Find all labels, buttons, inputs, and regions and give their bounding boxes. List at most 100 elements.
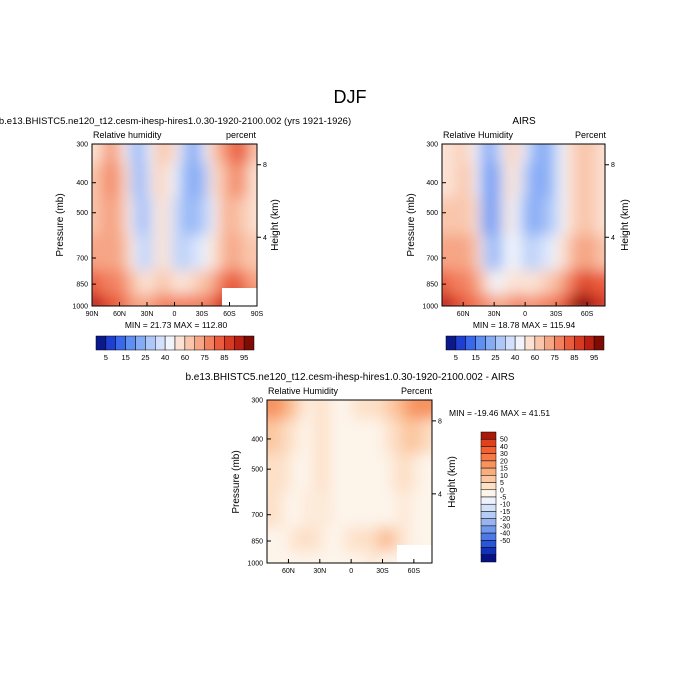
pressure-tick-label: 400 [76, 180, 88, 187]
heatmap-cell [400, 491, 409, 529]
heatmap-cell [376, 418, 386, 455]
heatmap-cell [588, 162, 598, 199]
latitude-tick-label: 90N [86, 311, 99, 318]
colorbar-swatch [480, 475, 497, 483]
heatmap-cell [154, 234, 164, 272]
heatmap-cell [107, 197, 117, 236]
colorbar-label: 5 [104, 353, 108, 362]
heatmap-cell [138, 234, 148, 272]
heatmap-cell [240, 162, 250, 199]
pressure-tick-label: 1000 [72, 304, 88, 311]
heatmap-cell [565, 197, 575, 236]
heatmap-cell [407, 400, 417, 420]
heatmap-cell [225, 197, 234, 236]
heatmap-cell [480, 197, 490, 236]
heatmap-cell [138, 197, 148, 236]
heatmap-cell [337, 400, 347, 420]
heatmap-cell [596, 234, 605, 272]
heatmap-cell [392, 527, 402, 553]
heatmap-cell [162, 234, 172, 272]
heatmap-cell [345, 491, 354, 529]
heatmap-cell [511, 162, 521, 199]
heatmap-cell [282, 400, 292, 420]
heatmap-cell [442, 270, 451, 296]
panel-model-left-label: Relative humidity [93, 130, 162, 140]
heatmap-cell [267, 418, 276, 455]
heatmap-cell [488, 197, 497, 236]
heatmap-cell [297, 551, 307, 563]
heatmap-cell [99, 294, 109, 306]
heatmap-cell [248, 197, 257, 236]
heatmap-cell [130, 294, 140, 306]
heatmap-cell [282, 491, 292, 529]
heatmap-cell [337, 551, 347, 563]
heatmap-cell [209, 162, 219, 199]
heatmap-cell [282, 418, 292, 455]
heatmap-cell [282, 453, 292, 493]
heatmap-cell [480, 294, 490, 306]
heatmap-cell [588, 234, 598, 272]
height-tick-label: 8 [263, 162, 267, 169]
latitude-tick-label: 0 [349, 568, 353, 575]
heatmap-cell [345, 418, 354, 455]
heatmap-cell [480, 144, 490, 164]
heatmap-cell [240, 144, 250, 164]
pressure-tick-label: 850 [426, 282, 438, 289]
heatmap-cell [329, 453, 339, 493]
latitude-tick-label: 0 [173, 311, 177, 318]
heatmap-cell [519, 162, 528, 199]
heatmap-cell [177, 197, 187, 236]
heatmap-cell [472, 270, 482, 296]
heatmap-cell [92, 197, 101, 236]
heatmap-cell [557, 162, 567, 199]
heatmap-cell [130, 234, 140, 272]
colorbar-swatch [480, 467, 497, 476]
heatmap-cell [472, 144, 482, 164]
heatmap-cell [457, 270, 466, 296]
latitude-tick-label: 60N [282, 568, 295, 575]
heatmap-cell [162, 270, 172, 296]
heatmap-cell [177, 234, 187, 272]
latitude-tick-label: 30N [313, 568, 326, 575]
heatmap-cell [519, 294, 528, 306]
heatmap-cell [305, 400, 315, 420]
heatmap-cell [557, 294, 567, 306]
colorbar-swatch [480, 532, 497, 541]
pressure-tick-label: 850 [76, 282, 88, 289]
heatmap-cell [122, 294, 132, 306]
heatmap-cell [248, 270, 257, 296]
heatmap-cell [305, 491, 315, 529]
heatmap-cell [360, 418, 370, 455]
heatmap-cell [290, 491, 299, 529]
heatmap-cell [392, 491, 402, 529]
colorbar-swatch [445, 335, 457, 351]
latitude-tick-label: 60N [113, 311, 126, 318]
panel-airs: AIRS Relative Humidity Percent Pressure … [406, 116, 631, 330]
heatmap-cell [449, 270, 459, 296]
heatmap-cell [209, 270, 219, 296]
panel-diff-field [267, 400, 432, 563]
colorbar-swatch [174, 335, 186, 351]
colorbar-swatch [544, 335, 555, 351]
heatmap-cell [557, 197, 567, 236]
heatmap-cell [488, 270, 497, 296]
heatmap-cell [557, 270, 567, 296]
heatmap-cell [248, 144, 257, 164]
heatmap-cell [107, 144, 117, 164]
pressure-tick-label: 300 [426, 142, 438, 149]
heatmap-cell [488, 144, 497, 164]
heatmap-cell [185, 197, 195, 236]
heatmap-cell [115, 144, 124, 164]
heatmap-cell [519, 197, 528, 236]
heatmap-cell [313, 453, 323, 493]
heatmap-cell [185, 270, 195, 296]
heatmap-cell [209, 294, 219, 306]
heatmap-cell [352, 418, 362, 455]
colorbar-label: -10 [500, 502, 510, 509]
colorbar-swatch [480, 431, 497, 440]
colorbar-swatch [204, 335, 215, 351]
panel-airs-right-label: Percent [575, 130, 607, 140]
heatmap-cell [550, 162, 559, 199]
heatmap-cell [217, 197, 227, 236]
colorbar-label: 5 [454, 353, 458, 362]
